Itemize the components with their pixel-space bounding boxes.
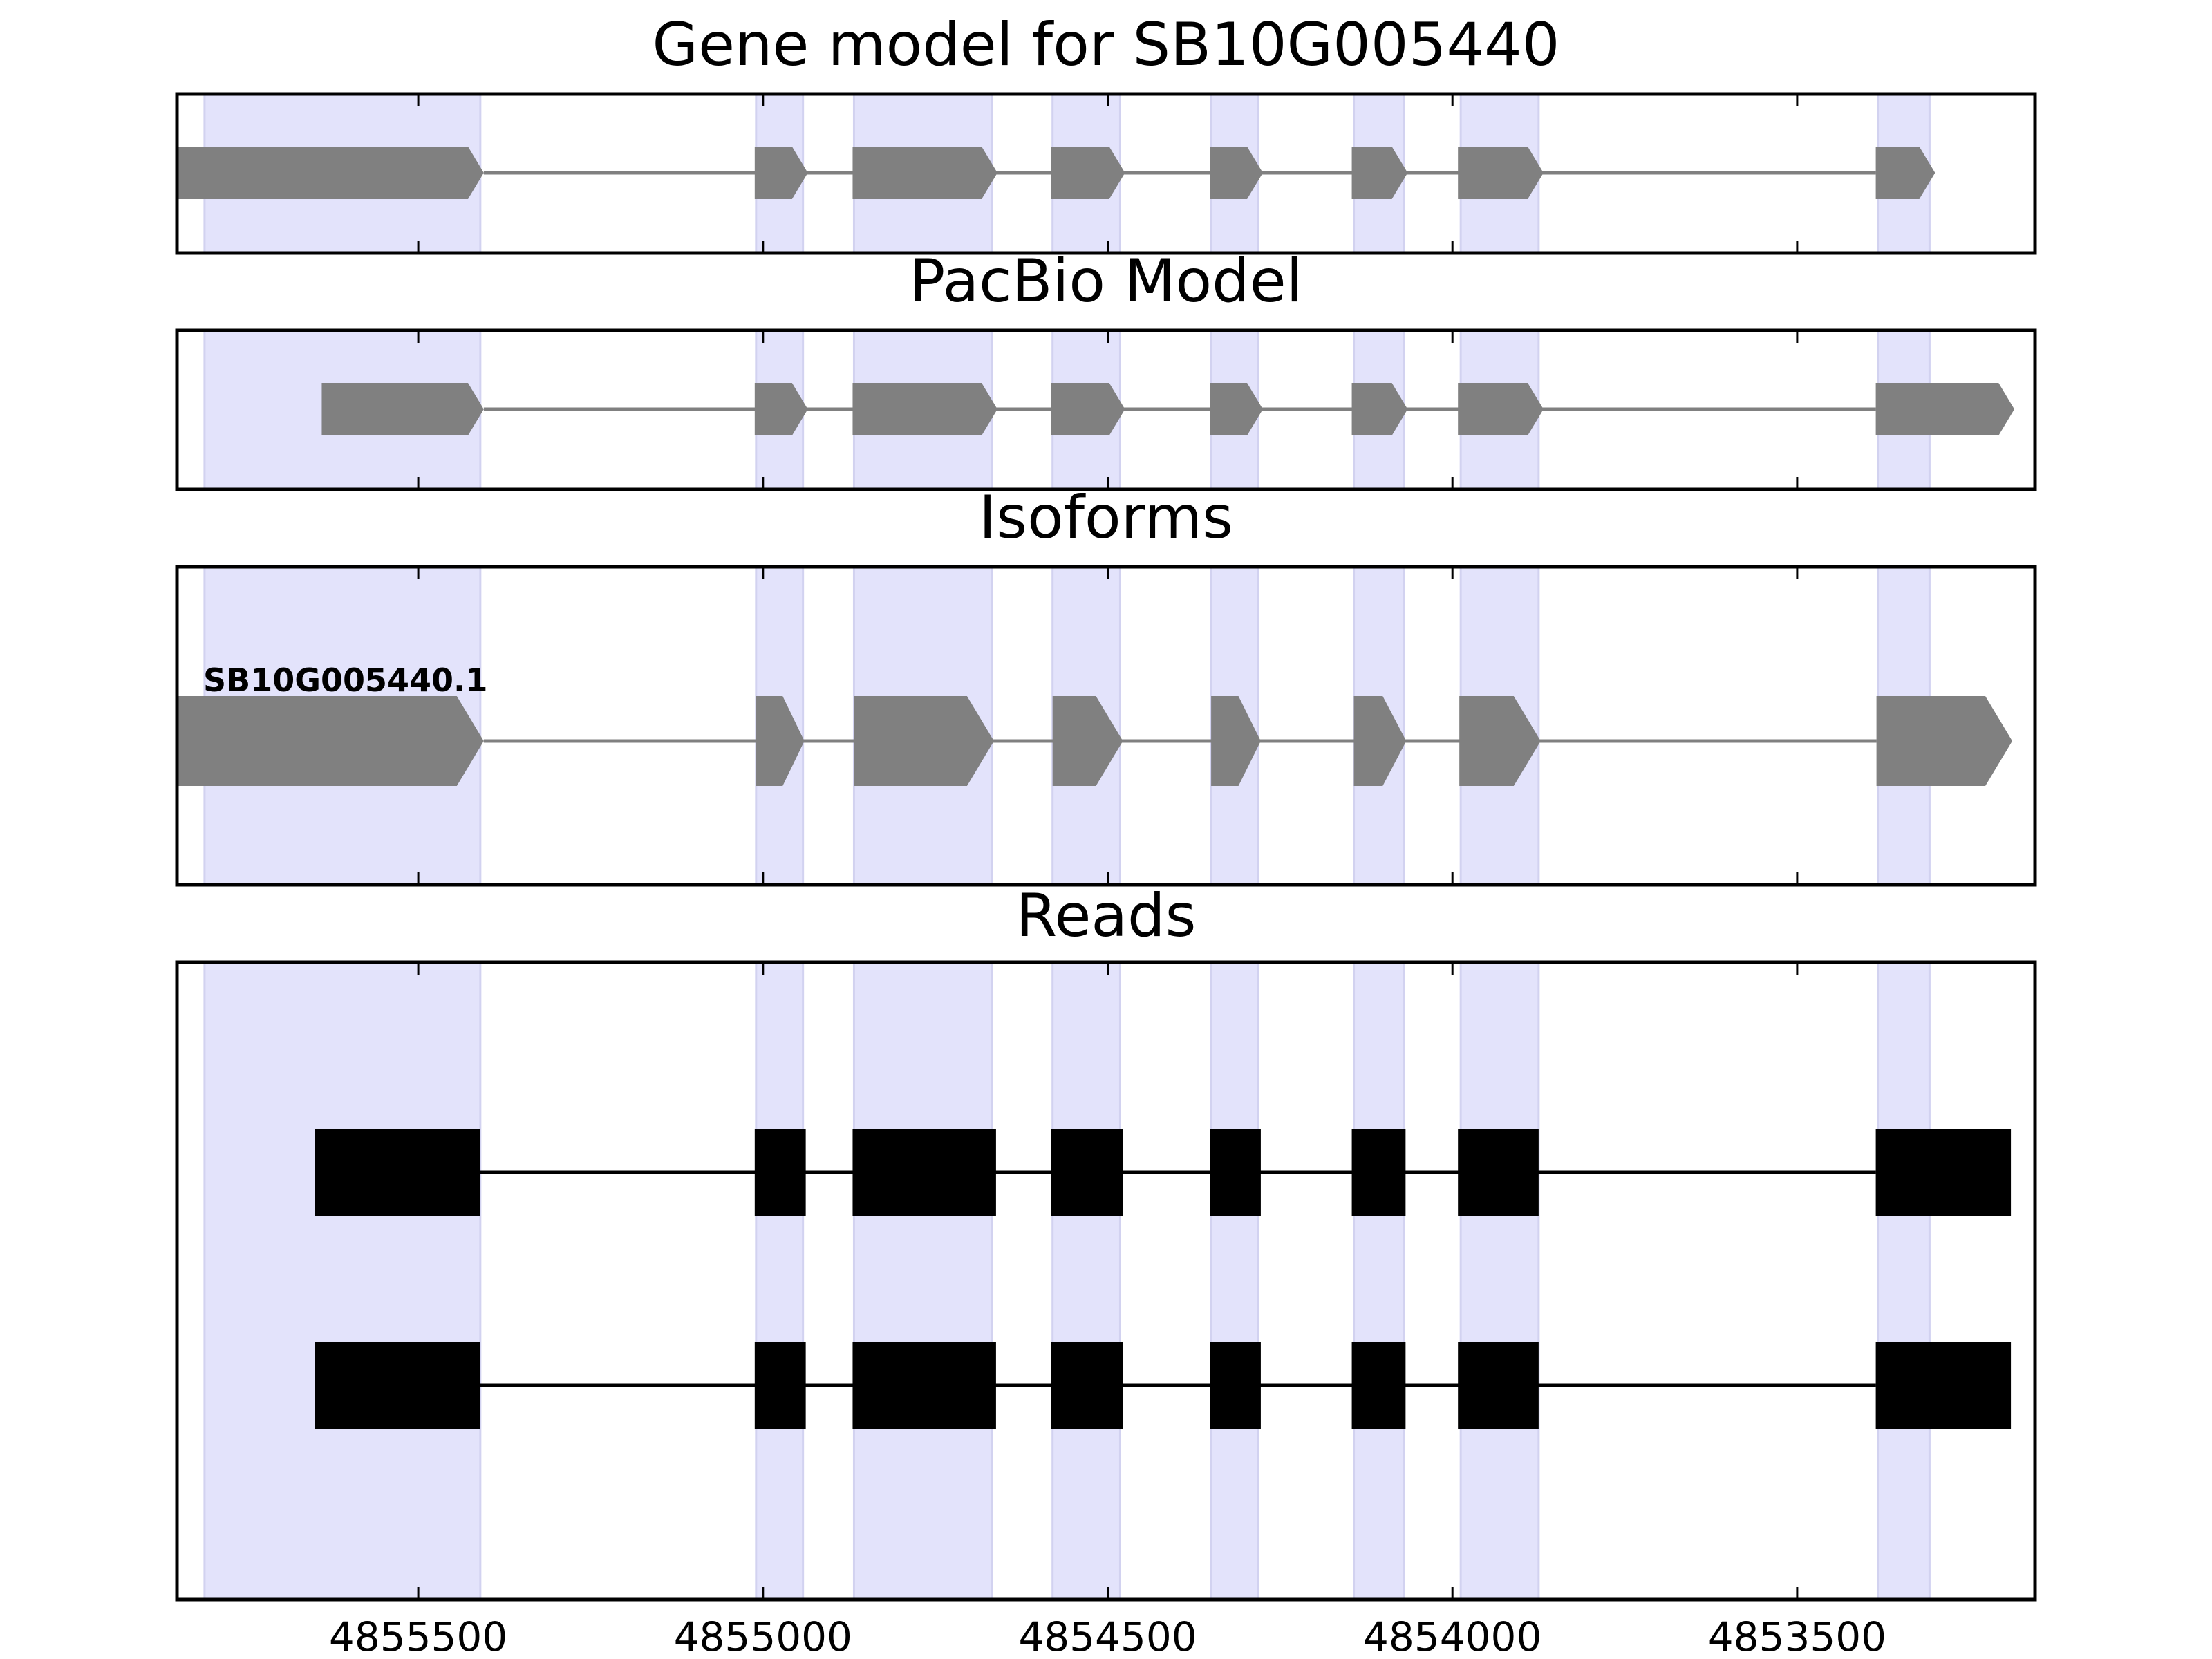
exon-highlight-band xyxy=(1353,961,1405,1601)
exon-highlight-band xyxy=(852,961,993,1601)
exon-highlight-band xyxy=(1877,961,1931,1601)
exon-feature-arrow xyxy=(1353,696,1407,786)
exon-feature-arrow xyxy=(321,383,484,435)
x-tick-label: 4855500 xyxy=(329,1613,507,1659)
read-block xyxy=(754,1129,806,1216)
exon-feature-arrow xyxy=(1875,383,2015,435)
exon-feature-arrow xyxy=(754,383,808,435)
exon-feature-arrow xyxy=(1052,696,1123,786)
read-block xyxy=(1458,1129,1539,1216)
exon-highlight-band xyxy=(203,961,482,1601)
x-tick-label: 4854500 xyxy=(1018,1613,1197,1659)
read-block xyxy=(1051,1129,1123,1216)
exon-feature-arrow xyxy=(1211,696,1261,786)
exon-feature-arrow xyxy=(852,383,997,435)
panel-title-reads: Reads xyxy=(1016,881,1197,950)
exon-feature-arrow xyxy=(1051,383,1125,435)
exon-feature-arrow xyxy=(1875,147,1936,199)
exon-feature-arrow xyxy=(1458,383,1544,435)
panel-title-gene-model: Gene model for SB10G005440 xyxy=(653,10,1560,79)
exon-feature-arrow xyxy=(177,147,484,199)
exon-feature-arrow xyxy=(1459,696,1541,786)
panel-title-isoforms: Isoforms xyxy=(979,483,1233,552)
read-block xyxy=(1210,1342,1261,1429)
panel-isoforms xyxy=(175,565,2037,887)
exon-feature-arrow xyxy=(754,147,808,199)
exon-highlight-band xyxy=(1051,961,1121,1601)
x-axis-tick-labels: 4855500 4855000 4854500 4854000 4853500 xyxy=(329,1613,1886,1659)
panel-frame xyxy=(175,92,2037,255)
read-block xyxy=(315,1129,480,1216)
x-tick-label: 4853500 xyxy=(1708,1613,1886,1659)
panel-frame xyxy=(175,565,2037,887)
read-block xyxy=(1351,1129,1406,1216)
read-block xyxy=(1458,1342,1539,1429)
exon-feature-arrow xyxy=(1351,383,1408,435)
read-block xyxy=(1875,1129,2012,1216)
read-block xyxy=(1351,1342,1406,1429)
read-block xyxy=(1210,1129,1261,1216)
x-tick-label: 4855000 xyxy=(674,1613,852,1659)
panel-frame xyxy=(175,328,2037,491)
exon-feature-arrow xyxy=(1458,147,1544,199)
exon-highlight-band xyxy=(1210,961,1259,1601)
exon-feature-arrow xyxy=(1210,147,1263,199)
exon-feature-arrow xyxy=(1051,147,1125,199)
read-block xyxy=(1875,1342,2012,1429)
exon-feature-arrow xyxy=(854,696,994,786)
panel-title-pacbio-model: PacBio Model xyxy=(909,247,1302,316)
exon-highlight-band xyxy=(1459,961,1540,1601)
read-block xyxy=(1051,1342,1123,1429)
exon-highlight-band xyxy=(755,961,805,1601)
read-block xyxy=(852,1342,996,1429)
read-block xyxy=(315,1342,480,1429)
exon-feature-arrow xyxy=(756,696,805,786)
isoform-label: SB10G005440.1 xyxy=(203,662,487,699)
read-block xyxy=(754,1342,806,1429)
panel-gene-model xyxy=(175,92,2037,255)
read-block xyxy=(852,1129,996,1216)
exon-feature-arrow xyxy=(852,147,997,199)
exon-feature-arrow xyxy=(1876,696,2013,786)
x-tick-label: 4854000 xyxy=(1363,1613,1541,1659)
panel-reads xyxy=(175,960,2037,1602)
exon-feature-arrow xyxy=(1210,383,1263,435)
panel-pacbio-model xyxy=(175,328,2037,491)
panel-frame xyxy=(175,960,2037,1602)
exon-feature-arrow xyxy=(1351,147,1408,199)
exon-feature-arrow xyxy=(177,696,484,786)
